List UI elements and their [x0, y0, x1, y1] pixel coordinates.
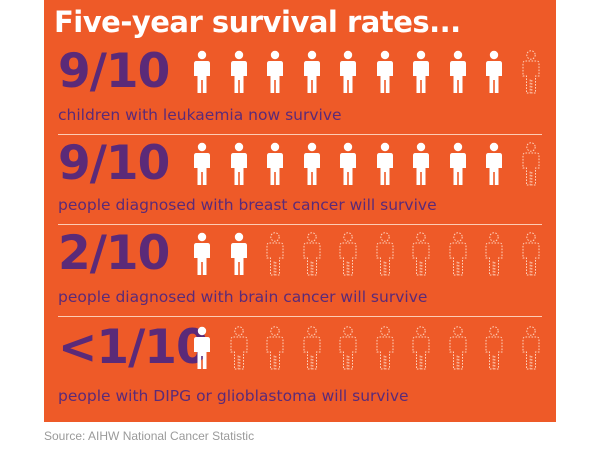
row-divider: [58, 224, 542, 225]
person-icon: [482, 142, 506, 186]
person-icon-group: [190, 232, 550, 276]
person-icon: [373, 326, 397, 370]
person-icon: [373, 50, 397, 94]
row-caption: children with leukaemia now survive: [58, 106, 342, 124]
infographic-title: Five-year survival rates...: [54, 5, 461, 39]
person-icon: [227, 50, 251, 94]
person-icon: [519, 326, 543, 370]
person-icon: [519, 232, 543, 276]
person-icon-group: [190, 326, 550, 370]
person-icon: [300, 232, 324, 276]
person-icon: [190, 50, 214, 94]
row-caption: people with DIPG or glioblastoma will su…: [58, 387, 409, 405]
person-icon: [336, 142, 360, 186]
stat-row-brain-cancer: 2/10 people diagnosed with brain cancer …: [44, 228, 556, 320]
person-icon: [300, 142, 324, 186]
person-icon: [263, 326, 287, 370]
person-icon: [373, 142, 397, 186]
person-icon: [482, 232, 506, 276]
person-icon: [190, 142, 214, 186]
person-icon: [482, 50, 506, 94]
row-divider: [58, 134, 542, 135]
infographic-panel: [44, 0, 556, 422]
person-icon: [409, 50, 433, 94]
stat-row-dipg-glioblastoma: <1/10 people with DIPG or glioblastoma w…: [44, 322, 556, 414]
person-icon: [190, 232, 214, 276]
person-icon: [300, 50, 324, 94]
ratio-label: 9/10: [58, 136, 170, 191]
person-icon: [300, 326, 324, 370]
stat-row-breast-cancer: 9/10 people diagnosed with breast cancer…: [44, 138, 556, 230]
person-icon: [373, 232, 397, 276]
person-icon: [263, 50, 287, 94]
row-divider: [58, 316, 542, 317]
person-icon: [519, 50, 543, 94]
person-icon: [227, 232, 251, 276]
person-icon: [446, 50, 470, 94]
ratio-label: 9/10: [58, 44, 170, 99]
person-icon: [409, 326, 433, 370]
person-icon: [409, 142, 433, 186]
person-icon: [446, 142, 470, 186]
row-caption: people diagnosed with breast cancer will…: [58, 196, 437, 214]
person-icon: [227, 326, 251, 370]
person-icon: [446, 232, 470, 276]
person-icon: [190, 326, 214, 370]
stat-row-leukaemia: 9/10 children with leukaemia now survive: [44, 46, 556, 138]
person-icon-group: [190, 142, 550, 186]
person-icon: [482, 326, 506, 370]
person-icon-group: [190, 50, 550, 94]
person-icon: [409, 232, 433, 276]
person-icon: [336, 232, 360, 276]
ratio-label: 2/10: [58, 226, 170, 281]
person-icon: [336, 326, 360, 370]
person-icon: [336, 50, 360, 94]
person-icon: [519, 142, 543, 186]
person-icon: [227, 142, 251, 186]
person-icon: [446, 326, 470, 370]
ratio-label: <1/10: [58, 320, 209, 375]
person-icon: [263, 142, 287, 186]
source-note: Source: AIHW National Cancer Statistic: [44, 429, 255, 443]
person-icon: [263, 232, 287, 276]
row-caption: people diagnosed with brain cancer will …: [58, 288, 428, 306]
